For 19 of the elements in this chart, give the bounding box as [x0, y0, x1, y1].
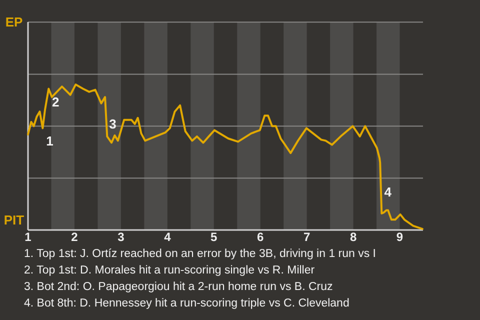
- x-tick-label: 5: [210, 230, 218, 244]
- annotation: 1: [46, 134, 54, 149]
- x-tick-label: 6: [257, 230, 264, 244]
- x-tick-label: 1: [24, 230, 32, 244]
- x-tick-label: 3: [118, 230, 125, 244]
- text: 3. Bot 2nd: O. Papageorgiou hit a 2-run home run vs B. Cruz: [24, 281, 334, 293]
- text: 4. Bot 8th: D. Hennessey hit a run-scoring triple vs C. Cleveland: [24, 298, 350, 310]
- x-tick-label: 7: [303, 230, 310, 244]
- x-tick-label: 2: [71, 230, 78, 244]
- annotation: 2: [52, 94, 60, 110]
- annotation: 4: [384, 184, 392, 200]
- text: PIT: [4, 212, 24, 228]
- text: EP: [5, 14, 23, 30]
- x-tick-label: 9: [396, 230, 404, 244]
- text: 2. Top 1st: D. Morales hit a run-scoring single vs R. Miller: [24, 264, 315, 276]
- annotation: 3: [109, 116, 116, 132]
- x-tick-label: 4: [164, 230, 172, 244]
- text: 1. Top 1st: J. Ortíz reached on an error by the 3B, driving in 1 run vs I: [24, 248, 376, 260]
- x-tick-label: 8: [350, 230, 357, 244]
